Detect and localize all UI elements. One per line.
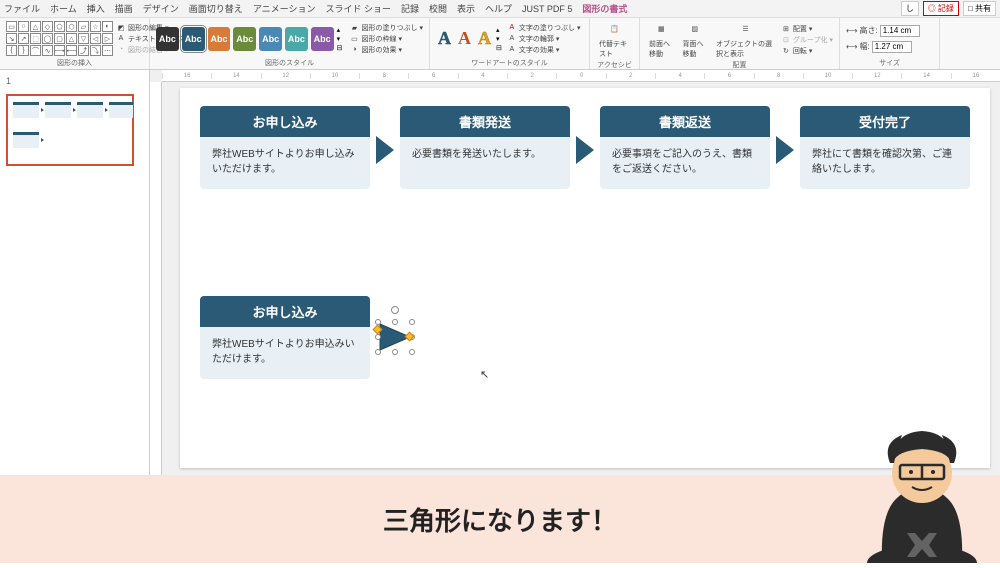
style-swatch-4[interactable]: Abc xyxy=(259,27,282,51)
group-label-wordart: ワードアートのスタイル xyxy=(436,57,583,68)
alt-text-icon: 📋 xyxy=(606,20,624,38)
menu-review[interactable]: 校閲 xyxy=(429,2,447,15)
workspace: 1 1614 1210 86 42 02 46 810 1214 16 xyxy=(0,70,1000,475)
rotation-handle[interactable] xyxy=(391,306,399,314)
style-swatch-5[interactable]: Abc xyxy=(285,27,308,51)
arrow-icon[interactable] xyxy=(776,136,794,164)
height-input[interactable] xyxy=(880,25,920,37)
bring-forward-button[interactable]: ▦前面へ移動 xyxy=(646,20,677,59)
height-input-row: ⟷ 高さ: xyxy=(846,25,920,37)
text-fill-button[interactable]: A文字の塗りつぶし▾ xyxy=(507,23,581,33)
width-input-row: ⟷ 幅: xyxy=(846,41,920,53)
menu-record[interactable]: 記録 xyxy=(401,2,419,15)
card-title: お申し込み xyxy=(200,106,370,137)
ribbon-group-arrange: ▦前面へ移動 ▨背面へ移動 ☰オブジェクトの選択と表示 ⊞配置▾ ⊡グループ化▾… xyxy=(640,18,840,69)
slide-number: 1 xyxy=(6,76,11,86)
shape-outline-button[interactable]: ▭図形の枠線 ▾ xyxy=(349,34,423,44)
card-body: 必要事項をご記入のうえ、書類をご返送ください。 xyxy=(600,137,770,189)
group-button[interactable]: ⊡グループ化▾ xyxy=(781,35,833,45)
wordart-style-2[interactable]: A xyxy=(476,28,493,49)
shapes-gallery[interactable]: ▭○△◇⬠⬡▱☆◐ ↘↗⬚◯▢△▽◁▷ {}⌒∿⟶⟵⤴⤵⋯ xyxy=(6,21,113,56)
caption-text: 三角形になります！ xyxy=(383,501,617,538)
arrow-icon[interactable] xyxy=(376,136,394,164)
card-body: 弊社WEBサイトよりお申込みいただけます。 xyxy=(200,327,370,379)
group-label-size: サイズ xyxy=(846,57,933,68)
wordart-style-0[interactable]: A xyxy=(436,28,453,49)
selected-triangle-shape[interactable] xyxy=(378,322,412,352)
slide-canvas[interactable]: お申し込み 弊社WEBサイトよりお申し込みいただけます。 書類発送 必要書類を発… xyxy=(180,88,990,468)
group-label-styles: 図形のスタイル xyxy=(156,57,423,68)
card-title: 受付完了 xyxy=(800,106,970,137)
menu-justpdf[interactable]: JUST PDF 5 xyxy=(522,4,572,14)
process-card-3[interactable]: 書類返送 必要事項をご記入のうえ、書類をご返送ください。 xyxy=(600,106,770,189)
ribbon-group-size: ⟷ 高さ: ⟷ 幅: サイズ xyxy=(840,18,940,69)
width-icon: ⟷ xyxy=(846,42,857,51)
wa-down[interactable]: ▾ xyxy=(496,35,502,43)
style-swatch-1[interactable]: Abc xyxy=(182,27,205,51)
process-card-2[interactable]: 書類発送 必要書類を発送いたします。 xyxy=(400,106,570,189)
shape-fill-button[interactable]: ▰図形の塗りつぶし ▾ xyxy=(349,23,423,33)
record-button[interactable]: ◎ 記録 xyxy=(923,1,959,16)
style-swatch-6[interactable]: Abc xyxy=(311,27,334,51)
selection-pane-button[interactable]: ☰オブジェクトの選択と表示 xyxy=(713,20,778,59)
group-label-insert: 図形の挿入 xyxy=(6,57,143,68)
menu-insert[interactable]: 挿入 xyxy=(87,2,105,15)
text-outline-button[interactable]: A文字の輪郭▾ xyxy=(507,34,581,44)
card-title: 書類発送 xyxy=(400,106,570,137)
arrow-icon[interactable] xyxy=(576,136,594,164)
thumbnail-panel: 1 xyxy=(0,70,150,475)
menu-animation[interactable]: アニメーション xyxy=(253,2,316,15)
menu-draw[interactable]: 描画 xyxy=(115,2,133,15)
ruler-horizontal: 1614 1210 86 42 02 46 810 1214 16 xyxy=(162,70,1000,82)
menu-home[interactable]: ホーム xyxy=(50,2,77,15)
wa-more[interactable]: ⊟ xyxy=(496,44,502,52)
process-card-extra[interactable]: お申し込み 弊社WEBサイトよりお申込みいただけます。 xyxy=(200,296,370,379)
shape-effects-button[interactable]: ◑図形の効果 ▾ xyxy=(349,45,423,55)
ribbon-group-shape-styles: Abc Abc Abc Abc Abc Abc Abc ▴ ▾ ⊟ ▰図形の塗り… xyxy=(150,18,430,69)
text-effects-button[interactable]: A文字の効果▾ xyxy=(507,45,581,55)
ruler-vertical xyxy=(150,82,162,475)
style-swatch-2[interactable]: Abc xyxy=(208,27,231,51)
card-title: 書類返送 xyxy=(600,106,770,137)
menu-bar: ファイル ホーム 挿入 描画 デザイン 画面切り替え アニメーション スライド … xyxy=(0,0,1000,18)
slide-thumbnail-1[interactable] xyxy=(6,94,134,166)
ribbon-group-accessibility: 📋 代替テキスト アクセシビリティ xyxy=(590,18,640,69)
ribbon-group-wordart: A A A ▴ ▾ ⊟ A文字の塗りつぶし▾ A文字の輪郭▾ A文字の効果▾ ワ… xyxy=(430,18,590,69)
card-body: 弊社WEBサイトよりお申し込みいただけます。 xyxy=(200,137,370,189)
rotate-button[interactable]: ↻回転▾ xyxy=(781,46,833,56)
gallery-up[interactable]: ▴ xyxy=(337,26,343,34)
cursor-icon: ↖ xyxy=(480,368,489,381)
style-swatch-0[interactable]: Abc xyxy=(156,27,179,51)
gallery-more[interactable]: ⊟ xyxy=(337,44,343,52)
menu-slideshow[interactable]: スライド ショー xyxy=(325,2,391,15)
menu-transition[interactable]: 画面切り替え xyxy=(189,2,243,15)
ribbon-group-insert-shapes: ▭○△◇⬠⬡▱☆◐ ↘↗⬚◯▢△▽◁▷ {}⌒∿⟶⟵⤴⤵⋯ ◩図形の編集 ▾ A… xyxy=(0,18,150,69)
mic-button[interactable]: し xyxy=(901,1,919,16)
card-body: 弊社にて書類を確認次第、ご連絡いたします。 xyxy=(800,137,970,189)
gallery-down[interactable]: ▾ xyxy=(337,35,343,43)
avatar-illustration xyxy=(852,413,992,563)
process-card-1[interactable]: お申し込み 弊社WEBサイトよりお申し込みいただけます。 xyxy=(200,106,370,189)
menu-design[interactable]: デザイン xyxy=(143,2,179,15)
style-swatch-3[interactable]: Abc xyxy=(233,27,256,51)
height-icon: ⟷ xyxy=(846,26,857,35)
width-input[interactable] xyxy=(872,41,912,53)
wordart-style-1[interactable]: A xyxy=(456,28,473,49)
process-card-4[interactable]: 受付完了 弊社にて書類を確認次第、ご連絡いたします。 xyxy=(800,106,970,189)
ribbon: ▭○△◇⬠⬡▱☆◐ ↘↗⬚◯▢△▽◁▷ {}⌒∿⟶⟵⤴⤵⋯ ◩図形の編集 ▾ A… xyxy=(0,18,1000,70)
caption-band: 三角形になります！ xyxy=(0,475,1000,563)
card-body: 必要書類を発送いたします。 xyxy=(400,137,570,189)
send-backward-button[interactable]: ▨背面へ移動 xyxy=(680,20,711,59)
share-button[interactable]: □ 共有 xyxy=(963,1,996,16)
menu-file[interactable]: ファイル xyxy=(4,2,40,15)
menu-right: し ◎ 記録 □ 共有 xyxy=(901,1,996,16)
align-button[interactable]: ⊞配置▾ xyxy=(781,24,833,34)
menu-view[interactable]: 表示 xyxy=(457,2,475,15)
menu-help[interactable]: ヘルプ xyxy=(485,2,512,15)
menu-shape-format[interactable]: 図形の書式 xyxy=(582,2,627,15)
group-label-arrange: 配置 xyxy=(646,59,833,70)
alt-text-button[interactable]: 📋 代替テキスト xyxy=(596,20,633,59)
wa-up[interactable]: ▴ xyxy=(496,26,502,34)
card-title: お申し込み xyxy=(200,296,370,327)
